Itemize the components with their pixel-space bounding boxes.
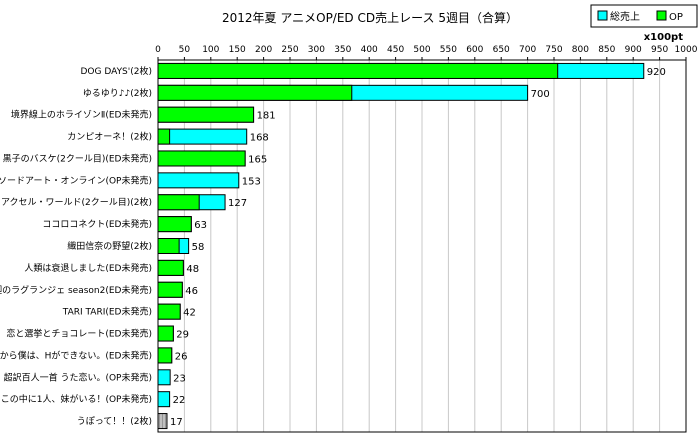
value-label: 153 xyxy=(242,176,261,187)
category-label: 境界線上のホライゾンⅡ(ED未発売) xyxy=(11,109,152,121)
bar-op xyxy=(157,238,180,254)
value-label: 165 xyxy=(248,154,267,165)
category-label: 織田信奈の野望(2枚) xyxy=(67,240,152,252)
bar-total xyxy=(157,391,171,408)
bar-op xyxy=(157,347,173,364)
x-tick-label: 650 xyxy=(493,45,510,55)
bar-special xyxy=(157,413,168,430)
category-label: DOG DAYS'(2枚) xyxy=(80,65,152,77)
x-tick-label: 900 xyxy=(625,45,642,55)
category-label: カンピオーネ！(2枚) xyxy=(67,131,152,143)
x-tick-label: 700 xyxy=(519,45,536,55)
bar-total xyxy=(157,172,240,189)
bar-op xyxy=(157,194,200,211)
x-tick-label: 400 xyxy=(361,45,378,55)
legend-box xyxy=(590,4,698,28)
x-tick-label: 300 xyxy=(308,45,325,55)
x-tick-label: 800 xyxy=(572,45,589,55)
category-label: 輪廻のラグランジェ season2(ED未発売) xyxy=(0,284,152,296)
x-tick-label: 50 xyxy=(179,45,191,55)
bar-op xyxy=(157,281,183,298)
value-label: 46 xyxy=(185,286,198,297)
category-label: 超訳百人一首 うた恋い。(OP未発売) xyxy=(4,371,152,383)
x-tick-label: 950 xyxy=(651,45,668,55)
category-label: ソードアート・オンライン(OP未発売) xyxy=(0,174,152,186)
chart-title: 2012年夏 アニメOP/ED CD売上レース 5週目（合算） xyxy=(222,10,518,25)
x-tick-label: 550 xyxy=(440,45,457,55)
x-tick-label: 450 xyxy=(387,45,404,55)
x-tick-label: 850 xyxy=(598,45,615,55)
value-label: 48 xyxy=(186,264,199,275)
value-label: 17 xyxy=(170,417,183,428)
x-tick-label: 150 xyxy=(229,45,246,55)
value-label: 42 xyxy=(183,308,196,319)
unit-label: x100pt xyxy=(644,32,683,43)
value-label: 168 xyxy=(250,133,269,144)
bar-total xyxy=(157,128,248,145)
category-label: うぽって！！(2枚) xyxy=(77,415,152,427)
value-label: 22 xyxy=(173,395,186,406)
x-tick-label: 500 xyxy=(413,45,430,55)
x-tick-label: 200 xyxy=(255,45,272,55)
category-label: アクセル・ワールド(2クール目)(2枚) xyxy=(1,196,152,208)
category-label: だから僕は、Hができない。(ED未発売) xyxy=(0,349,152,361)
value-label: 700 xyxy=(531,89,550,100)
value-label: 920 xyxy=(647,67,666,78)
x-tick-label: 250 xyxy=(281,45,298,55)
category-label: 人類は衰退しました(ED未発売) xyxy=(24,262,152,274)
x-tick-label: 0 xyxy=(155,45,161,55)
x-tick-label: 350 xyxy=(334,45,351,55)
bar-op xyxy=(157,325,174,342)
bar-op xyxy=(157,128,171,145)
value-label: 58 xyxy=(192,242,205,253)
bars xyxy=(157,62,645,430)
x-tick-label: 1000 xyxy=(675,45,698,55)
bar-op xyxy=(157,84,353,101)
legend-swatch-total xyxy=(597,10,608,21)
bar-op xyxy=(157,62,559,79)
value-label: 29 xyxy=(176,330,189,341)
bar-op xyxy=(157,150,246,167)
value-label: 26 xyxy=(175,351,188,362)
value-labels: 920 700 181 168 165 153 127 63 58 48 46 42 29 26 23 22 1… xyxy=(170,67,666,428)
value-label: 23 xyxy=(173,373,186,384)
x-tick-label: 100 xyxy=(202,45,219,55)
bar-op xyxy=(157,303,181,320)
category-label: 恋と選挙とチョコレート(ED未発売) xyxy=(6,328,152,340)
x-tick-label: 600 xyxy=(466,45,483,55)
category-label: TARI TARI(ED未発売) xyxy=(62,306,152,318)
legend-label-total: 総売上 xyxy=(610,10,640,23)
x-axis-ticks: 0 50 100 150 200 250 300 350 400 450 500 550 600 650 7… xyxy=(155,45,698,60)
bar-op xyxy=(157,216,192,233)
category-label: ココロコネクト(ED未発売) xyxy=(42,218,152,230)
category-label: 黒子のバスケ(2クール目)(ED未発売) xyxy=(3,152,152,164)
legend: 総売上 OP xyxy=(590,4,698,28)
bar-op xyxy=(157,259,184,276)
bar-total xyxy=(157,369,171,386)
x-tick-label: 750 xyxy=(545,45,562,55)
legend-label-op: OP xyxy=(669,12,683,23)
bar-op xyxy=(157,106,255,123)
value-label: 63 xyxy=(194,220,207,231)
category-label: この中に1人、妹がいる！(OP未発売) xyxy=(1,393,152,405)
category-label: ゆるゆり♪♪(2枚) xyxy=(83,87,152,99)
category-labels: DOG DAYS'(2枚) ゆるゆり♪♪(2枚) 境界線上のホライゾンⅡ(ED未発売… xyxy=(0,65,152,427)
value-label: 127 xyxy=(228,198,247,209)
value-label: 181 xyxy=(257,111,276,122)
legend-swatch-op xyxy=(656,10,667,21)
